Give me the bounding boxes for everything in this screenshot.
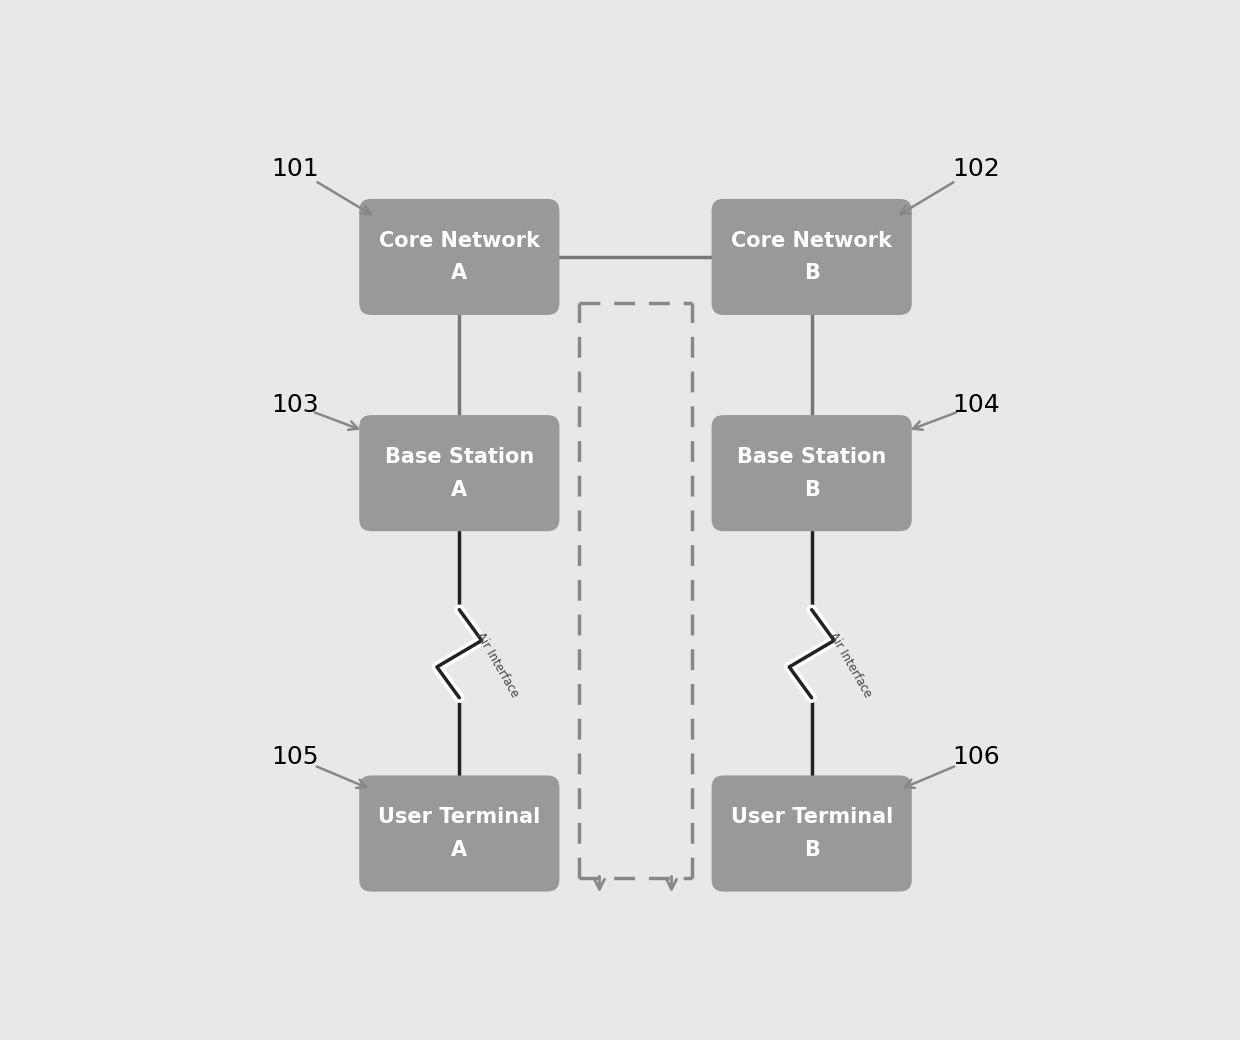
Text: User Terminal
B: User Terminal B [730, 807, 893, 860]
FancyBboxPatch shape [712, 776, 911, 891]
Text: 104: 104 [952, 393, 999, 417]
FancyBboxPatch shape [712, 199, 911, 315]
Text: Base Station
A: Base Station A [384, 447, 534, 499]
FancyBboxPatch shape [360, 776, 559, 891]
Text: 101: 101 [272, 157, 319, 181]
Text: Core Network
B: Core Network B [732, 231, 892, 283]
Text: 103: 103 [272, 393, 319, 417]
Text: 105: 105 [272, 746, 319, 770]
Text: Air Interface: Air Interface [826, 630, 874, 700]
Text: User Terminal
A: User Terminal A [378, 807, 541, 860]
FancyBboxPatch shape [712, 415, 911, 531]
FancyBboxPatch shape [360, 415, 559, 531]
Text: 106: 106 [952, 746, 999, 770]
Text: 102: 102 [952, 157, 999, 181]
Text: Air Interface: Air Interface [474, 630, 522, 700]
FancyBboxPatch shape [360, 199, 559, 315]
Text: Base Station
B: Base Station B [737, 447, 887, 499]
Text: Core Network
A: Core Network A [379, 231, 539, 283]
